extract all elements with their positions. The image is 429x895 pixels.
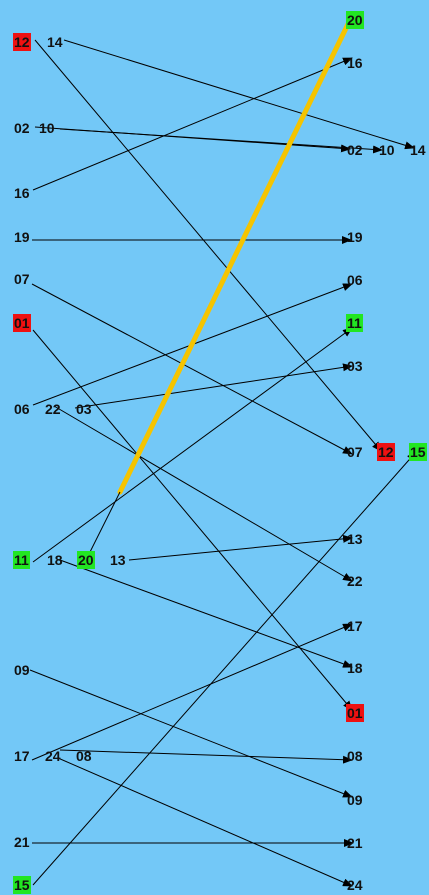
- link-L16-R16: [32, 57, 353, 191]
- node-label-r01: 01: [346, 704, 364, 722]
- link-L15-R15: [32, 451, 417, 886]
- node-label-l24: 24: [45, 748, 61, 764]
- node-label-l18: 18: [47, 552, 63, 568]
- link-L22-R22: [53, 405, 353, 582]
- node-label-r06: 06: [347, 272, 363, 288]
- node-label-l11: 11: [13, 551, 30, 569]
- node-label-r24: 24: [347, 877, 363, 893]
- node-label-l19: 19: [14, 229, 30, 245]
- node-label-l16: 16: [14, 185, 30, 201]
- node-label-r11: 11: [346, 314, 363, 332]
- node-label-r09: 09: [347, 792, 363, 808]
- node-label-r10: 10: [379, 142, 395, 158]
- node-label-l20: 20: [77, 551, 95, 569]
- links-group: [29, 17, 417, 887]
- node-label-r21: 21: [347, 835, 363, 851]
- link-L18-R18: [59, 559, 353, 668]
- node-label-l21: 21: [14, 834, 30, 850]
- node-label-r16: 16: [347, 55, 363, 71]
- node-label-l17: 17: [14, 748, 30, 764]
- node-label-l12: 12: [13, 33, 31, 51]
- node-label-l03: 03: [76, 401, 92, 417]
- link-L10-R10: [59, 128, 383, 154]
- link-L24-R24: [57, 757, 353, 887]
- link-L09-R09: [29, 669, 353, 798]
- link-L03-R03: [74, 363, 353, 409]
- node-label-l09: 09: [14, 662, 30, 678]
- node-label-r22: 22: [347, 573, 363, 589]
- link-L13-R13: [128, 534, 353, 561]
- node-label-r17: 17: [347, 618, 363, 634]
- node-label-r13: 13: [347, 531, 363, 547]
- link-L20-connector: [89, 491, 121, 553]
- node-label-l07: 07: [14, 271, 30, 287]
- node-label-l01: 01: [13, 314, 31, 332]
- link-L11-R11: [32, 327, 353, 563]
- node-label-r02: 02: [347, 142, 363, 158]
- node-label-l14: 14: [47, 34, 63, 50]
- node-label-r07: 07: [347, 444, 363, 460]
- node-label-l08: 08: [76, 748, 92, 764]
- node-label-r20: 20: [346, 11, 364, 29]
- node-label-r15: 15: [409, 443, 427, 461]
- node-label-r14: 14: [410, 142, 426, 158]
- node-label-r12: 12: [377, 443, 395, 461]
- node-label-l13: 13: [110, 552, 126, 568]
- node-label-r08: 08: [347, 748, 363, 764]
- node-label-l15: 15: [13, 876, 31, 894]
- link-L17-R17: [31, 623, 353, 761]
- link-L07-R07: [31, 283, 353, 455]
- link-L20-R20-highlight: [117, 17, 353, 495]
- link-L12-R12: [34, 39, 382, 452]
- node-label-l22: 22: [45, 401, 61, 417]
- link-L14-R14: [63, 39, 415, 150]
- link-L08-R08: [59, 749, 353, 764]
- node-label-l06: 06: [14, 401, 30, 417]
- node-label-r18: 18: [347, 660, 363, 676]
- node-label-l02: 02: [14, 120, 30, 136]
- node-label-r19: 19: [347, 229, 363, 245]
- node-label-r03: 03: [347, 358, 363, 374]
- node-label-l10: 10: [39, 120, 55, 136]
